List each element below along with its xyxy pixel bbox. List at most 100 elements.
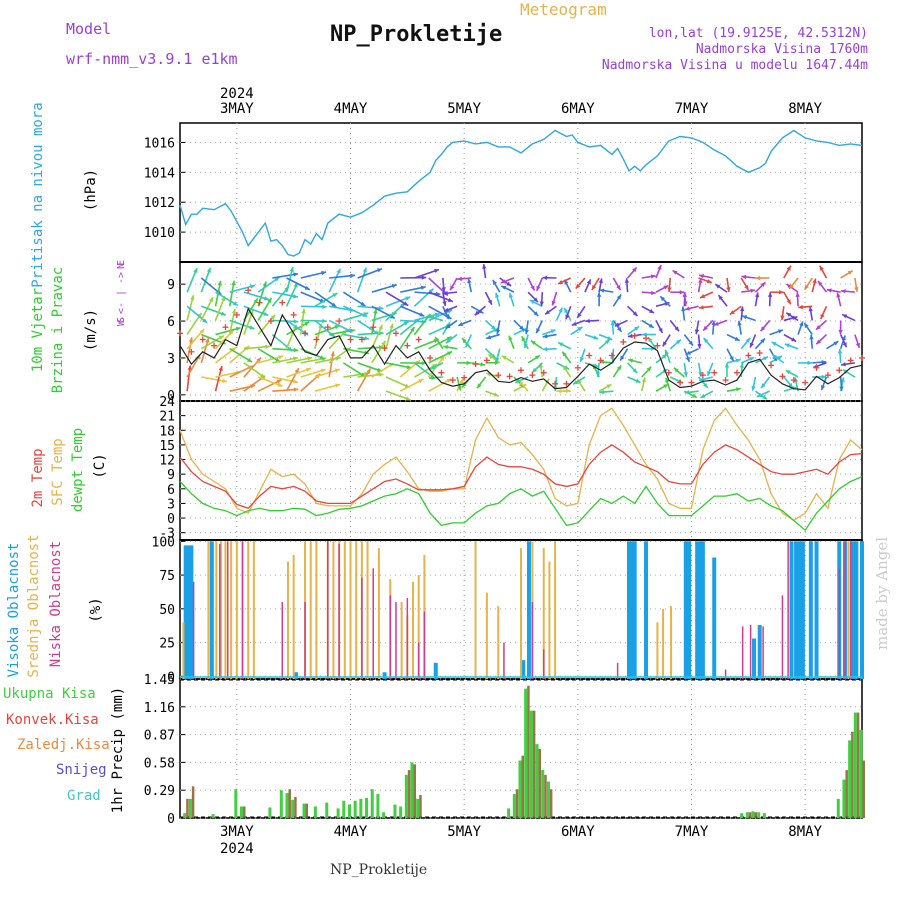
cloud-bar-high xyxy=(632,541,637,679)
y-tick-label-wind: 3 xyxy=(167,352,175,367)
wind-arrow-head xyxy=(293,387,299,392)
wind-arrow-head xyxy=(199,329,205,334)
cloud-bar-high xyxy=(854,541,859,679)
wind-arrow-head xyxy=(188,337,194,343)
wind-arrow-head xyxy=(786,265,791,271)
wind-arrow-head xyxy=(785,370,791,375)
precip-bar-total xyxy=(359,798,363,818)
wind-arrow-head xyxy=(761,394,767,400)
wind-arrow-head xyxy=(378,331,384,336)
wind-arrow-head xyxy=(403,301,409,306)
wind-arrow-head xyxy=(218,335,224,340)
wind-arrow-head xyxy=(378,305,384,311)
model-value: wrf-nmm_v3.9.1 e1km xyxy=(66,50,238,68)
x-tick-label-top: 3MAY xyxy=(220,101,254,117)
cloud-bar-high xyxy=(698,541,703,679)
wind-arrow-head xyxy=(487,299,492,305)
wind-arrow-head xyxy=(610,320,615,326)
precip-bar-total xyxy=(183,813,187,818)
wind-arrow-head xyxy=(421,360,427,366)
wind-arrow-head xyxy=(400,302,406,308)
wind-arrow-head xyxy=(854,287,859,292)
wind-arrow-head xyxy=(444,307,450,312)
wind-arrow-head xyxy=(577,326,583,332)
wind-arrow-head xyxy=(607,335,613,341)
wind-arrow-head xyxy=(816,339,822,345)
wind-arrow-head xyxy=(685,306,690,311)
y-tick-label-temperature: 18 xyxy=(159,424,175,439)
wind-arrow-head xyxy=(482,264,487,269)
wind-arrow-head xyxy=(335,383,341,388)
wind-arrow-head xyxy=(441,287,446,292)
y-tick-label-precip: 0.87 xyxy=(144,729,175,744)
precip-legend-3: Snijeg xyxy=(56,762,107,778)
wind-arrow-head xyxy=(442,301,447,306)
cloud-mid-title: Srednja Oblacnost xyxy=(26,534,42,677)
y-tick-label-precip: 0 xyxy=(167,812,175,827)
wind-arrow-head xyxy=(405,396,411,401)
wind-arrow-head xyxy=(539,301,544,307)
y-tick-label-cloud: 0 xyxy=(167,670,175,685)
wind-arrow-head xyxy=(434,312,440,317)
precip-legend-4: Grad xyxy=(67,788,101,804)
year-label-bottom: 2024 xyxy=(220,841,254,857)
wind-arrow-head xyxy=(818,280,823,286)
cloud-bar-high xyxy=(800,541,805,679)
precip-bar-conv xyxy=(527,685,530,818)
wind-arrow-head xyxy=(187,365,192,371)
wind-arrow-head xyxy=(683,371,688,377)
series-line-pressure xyxy=(179,129,863,257)
cloud-bar-low xyxy=(741,626,744,679)
wind-arrow-head xyxy=(804,323,809,328)
wind-arrow-head xyxy=(445,324,451,329)
wind-arrow-head xyxy=(664,349,669,355)
wind-arrow-head xyxy=(430,365,436,370)
cloud-bar-low xyxy=(406,598,409,679)
wind-arrow-head xyxy=(819,265,824,271)
wind-arrow-head xyxy=(628,358,634,363)
wind-arrow-head xyxy=(293,294,298,299)
wind-arrow-head xyxy=(706,279,712,284)
precip-bar-total xyxy=(546,781,550,818)
wind-arrow-head xyxy=(381,340,386,346)
wind-arrow-head xyxy=(249,284,255,289)
wind-arrow-head xyxy=(713,321,719,326)
cloud-bar-low xyxy=(531,602,534,679)
precip-bar-total xyxy=(740,813,744,818)
wind-arrow-head xyxy=(616,365,622,371)
wind-arrow-head xyxy=(263,296,269,301)
cloud-bar-high xyxy=(626,541,631,679)
wind-arrow-head xyxy=(751,385,756,391)
wind-arrow-head xyxy=(789,283,794,289)
cloud-bar-low xyxy=(542,649,545,679)
wind-arrow-head xyxy=(648,337,653,343)
wind-arrow-head xyxy=(545,310,551,315)
wind-arrow-head xyxy=(635,378,641,383)
wind-arrow-head xyxy=(389,323,394,329)
x-tick-label-bottom: 3MAY xyxy=(220,824,254,840)
wind-arrow-head xyxy=(249,325,255,330)
cloud-bar-low xyxy=(503,642,505,679)
wind-arrow-head xyxy=(391,283,397,289)
wind-arrow-head xyxy=(467,278,472,284)
wind-arrow-head xyxy=(749,357,755,362)
wind-arrow-head xyxy=(591,285,597,290)
wind-arrow-head xyxy=(833,341,839,346)
wind-arrow-head xyxy=(579,357,584,362)
wind-arrow-head xyxy=(683,301,688,307)
precip-bar-total xyxy=(365,797,369,818)
wind-arrow-head xyxy=(205,337,210,343)
wind-arrow-head xyxy=(699,377,705,382)
wind-arrow-head xyxy=(826,288,832,293)
wind-arrow-head xyxy=(446,336,452,341)
wind-arrow-head xyxy=(575,283,581,289)
series-line-wind-speed xyxy=(179,307,863,391)
wind-arrow-head xyxy=(542,275,548,280)
wind-arrow-head xyxy=(477,383,482,389)
precip-bar-total xyxy=(842,779,846,818)
precip-bar-total xyxy=(399,806,403,818)
cloud-bar-high xyxy=(683,541,688,679)
wind-arrow-head xyxy=(674,326,680,332)
precip-bar-total xyxy=(745,812,749,818)
panel-frame-pressure xyxy=(179,122,863,263)
